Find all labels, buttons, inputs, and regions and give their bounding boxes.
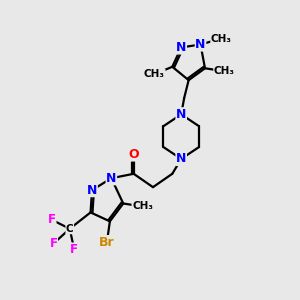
Text: F: F <box>48 213 56 226</box>
Text: N: N <box>195 38 206 51</box>
Text: CH₃: CH₃ <box>144 69 165 79</box>
Text: CH₃: CH₃ <box>211 34 232 44</box>
Text: N: N <box>176 152 186 165</box>
Text: N: N <box>106 172 116 185</box>
Text: N: N <box>176 41 186 54</box>
Text: O: O <box>128 148 139 161</box>
Text: CH₃: CH₃ <box>214 66 235 76</box>
Text: F: F <box>70 243 78 256</box>
Text: CH₃: CH₃ <box>132 202 153 212</box>
Text: Br: Br <box>99 236 115 249</box>
Text: F: F <box>50 237 57 250</box>
Text: N: N <box>87 184 97 196</box>
Text: N: N <box>176 108 186 121</box>
Text: C: C <box>66 224 74 234</box>
